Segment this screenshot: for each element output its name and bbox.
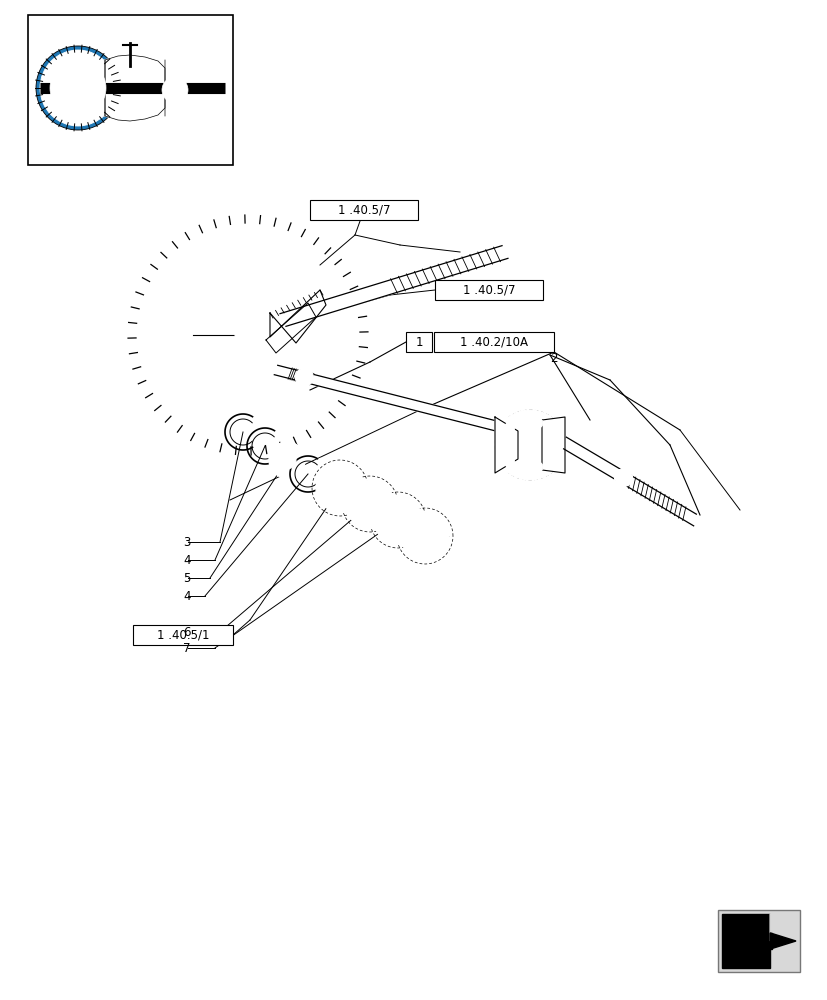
Polygon shape — [495, 417, 518, 473]
Text: 7: 7 — [183, 642, 190, 654]
Circle shape — [275, 430, 280, 436]
Circle shape — [252, 416, 258, 422]
Circle shape — [235, 332, 241, 338]
Circle shape — [533, 418, 543, 428]
Circle shape — [278, 451, 295, 469]
Circle shape — [528, 457, 547, 477]
Text: 6: 6 — [183, 626, 190, 639]
Circle shape — [386, 509, 409, 531]
Circle shape — [359, 493, 380, 515]
Bar — [405, 332, 432, 352]
Bar — [133, 625, 232, 645]
Text: 1 .40.5/7: 1 .40.5/7 — [337, 204, 390, 217]
Text: 2: 2 — [549, 352, 557, 364]
Circle shape — [160, 247, 336, 423]
Circle shape — [153, 68, 197, 112]
Circle shape — [697, 514, 725, 542]
Circle shape — [704, 521, 718, 535]
Circle shape — [50, 60, 106, 116]
Circle shape — [318, 458, 323, 464]
Circle shape — [269, 442, 304, 478]
Circle shape — [533, 462, 543, 472]
Circle shape — [252, 442, 258, 448]
Text: 5: 5 — [183, 572, 190, 584]
Circle shape — [328, 477, 351, 499]
Circle shape — [36, 46, 120, 130]
Circle shape — [316, 464, 364, 512]
Circle shape — [501, 417, 557, 473]
Circle shape — [374, 496, 422, 544]
Circle shape — [194, 380, 203, 388]
Polygon shape — [274, 365, 513, 435]
Circle shape — [293, 380, 301, 388]
Text: 4: 4 — [183, 589, 190, 602]
Circle shape — [500, 453, 519, 473]
Polygon shape — [563, 437, 696, 526]
Circle shape — [227, 315, 268, 355]
Polygon shape — [721, 914, 769, 968]
Circle shape — [244, 401, 251, 409]
Text: 3: 3 — [183, 536, 190, 548]
Polygon shape — [769, 933, 795, 949]
Polygon shape — [105, 55, 165, 116]
Circle shape — [40, 50, 116, 126]
Circle shape — [614, 469, 632, 487]
Circle shape — [313, 331, 322, 339]
Circle shape — [495, 410, 564, 480]
Circle shape — [162, 77, 188, 103]
Circle shape — [346, 480, 394, 528]
Bar — [309, 200, 418, 220]
Bar — [28, 15, 232, 165]
Circle shape — [275, 456, 280, 462]
Bar — [433, 332, 553, 352]
Circle shape — [414, 525, 436, 547]
Polygon shape — [105, 60, 165, 121]
Circle shape — [518, 433, 542, 457]
Text: 1 .40.2/10A: 1 .40.2/10A — [460, 336, 528, 349]
Circle shape — [318, 484, 323, 490]
Circle shape — [216, 303, 280, 367]
Circle shape — [500, 417, 519, 437]
Circle shape — [528, 413, 547, 433]
Circle shape — [244, 261, 251, 269]
Polygon shape — [769, 914, 795, 941]
Polygon shape — [265, 303, 316, 353]
Circle shape — [400, 512, 448, 560]
Circle shape — [193, 280, 303, 390]
Text: 1 .40.5/7: 1 .40.5/7 — [462, 284, 514, 296]
Polygon shape — [270, 290, 326, 343]
Text: 4: 4 — [183, 554, 190, 566]
Text: 1 .40.5/1: 1 .40.5/1 — [156, 629, 209, 642]
Polygon shape — [280, 246, 507, 326]
Text: 1: 1 — [415, 336, 423, 349]
Circle shape — [63, 73, 93, 103]
Bar — [434, 280, 543, 300]
Bar — [717, 910, 799, 972]
Bar — [240, 315, 268, 355]
Circle shape — [136, 223, 360, 447]
Circle shape — [504, 458, 514, 468]
Circle shape — [293, 282, 301, 290]
Circle shape — [295, 368, 313, 386]
Circle shape — [194, 282, 203, 290]
Polygon shape — [542, 417, 564, 473]
Circle shape — [174, 331, 182, 339]
Circle shape — [504, 422, 514, 432]
Polygon shape — [769, 933, 771, 949]
